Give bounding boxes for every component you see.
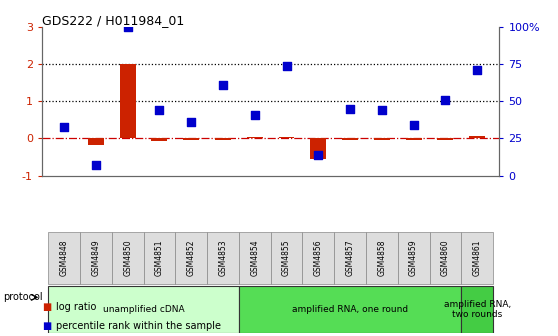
Bar	[437, 138, 453, 139]
Text: GSM4853: GSM4853	[219, 240, 228, 277]
Bar	[247, 137, 263, 138]
Text: GSM4856: GSM4856	[314, 240, 323, 277]
Text: GSM4857: GSM4857	[345, 240, 354, 277]
Bar	[310, 138, 326, 159]
Text: GSM4848: GSM4848	[60, 240, 69, 276]
Text: unamplified cDNA: unamplified cDNA	[103, 305, 184, 314]
Bar	[469, 136, 485, 138]
Point	[92, 163, 100, 168]
Bar	[80, 232, 112, 284]
Bar	[143, 232, 175, 284]
Bar	[88, 138, 104, 145]
Text: GSM4860: GSM4860	[441, 240, 450, 277]
Point	[187, 119, 196, 125]
Bar	[271, 232, 302, 284]
Bar	[461, 232, 493, 284]
Text: GSM4855: GSM4855	[282, 240, 291, 277]
Point	[345, 106, 354, 112]
Point	[219, 82, 228, 88]
Text: GDS222 / H011984_01: GDS222 / H011984_01	[42, 14, 184, 27]
Bar	[366, 232, 398, 284]
Bar	[48, 286, 239, 333]
Text: GSM4858: GSM4858	[377, 240, 386, 276]
Text: percentile rank within the sample: percentile rank within the sample	[56, 321, 221, 331]
Bar	[207, 232, 239, 284]
Text: protocol: protocol	[3, 292, 42, 302]
Text: GSM4854: GSM4854	[250, 240, 259, 277]
Point	[123, 24, 132, 30]
Bar	[278, 137, 295, 138]
Bar	[342, 138, 358, 140]
Text: amplified RNA, one round: amplified RNA, one round	[292, 305, 408, 314]
Point	[441, 97, 450, 102]
Bar	[374, 138, 390, 139]
Text: log ratio: log ratio	[56, 302, 96, 312]
Text: GSM4849: GSM4849	[92, 240, 100, 277]
Text: GSM4850: GSM4850	[123, 240, 132, 277]
Bar	[334, 232, 366, 284]
Bar	[302, 232, 334, 284]
Bar	[48, 232, 80, 284]
Bar	[175, 232, 207, 284]
Point	[251, 112, 259, 117]
Bar	[406, 138, 421, 139]
Text: GSM4861: GSM4861	[473, 240, 482, 276]
Point	[377, 108, 386, 113]
Bar	[112, 232, 143, 284]
Text: amplified RNA,
two rounds: amplified RNA, two rounds	[444, 300, 511, 319]
Bar	[120, 64, 136, 138]
Text: GSM4851: GSM4851	[155, 240, 164, 276]
Point	[473, 67, 482, 73]
Text: ■: ■	[42, 302, 51, 312]
Text: GSM4859: GSM4859	[409, 240, 418, 277]
Bar	[430, 232, 461, 284]
Point	[282, 63, 291, 68]
Bar	[239, 286, 461, 333]
Text: GSM4852: GSM4852	[187, 240, 196, 276]
Point	[60, 124, 69, 129]
Point	[314, 152, 323, 158]
Bar	[398, 232, 430, 284]
Text: ■: ■	[42, 321, 51, 331]
Bar	[151, 138, 167, 141]
Point	[155, 108, 164, 113]
Bar	[239, 232, 271, 284]
Bar	[461, 286, 493, 333]
Bar	[183, 138, 199, 140]
Bar	[215, 138, 231, 140]
Point	[409, 122, 418, 128]
